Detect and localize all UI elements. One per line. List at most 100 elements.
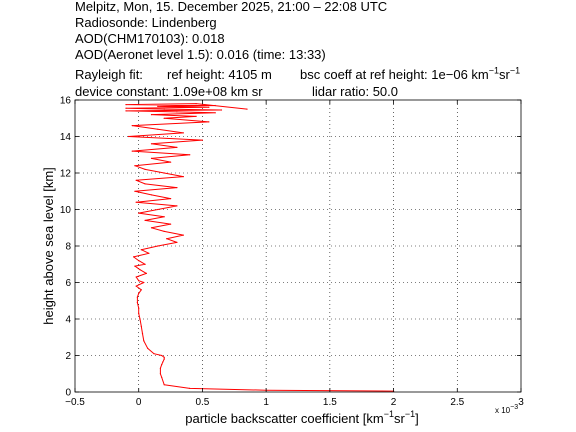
profile-point xyxy=(189,387,191,389)
profile-point xyxy=(159,367,161,369)
profile-point xyxy=(157,208,159,211)
bsc-unit-exp2: −1 xyxy=(509,65,521,76)
header-line-4: AOD(Aeronet level 1.5): 0.016 (time: 13:… xyxy=(75,47,326,62)
bsc-unit-exp1: −1 xyxy=(488,65,500,76)
x-tick-label: 2.5 xyxy=(450,397,464,408)
plot-area xyxy=(125,103,395,392)
profile-point xyxy=(214,104,216,107)
profile-point xyxy=(138,212,140,214)
profile-point xyxy=(138,292,140,294)
profile-point xyxy=(195,103,197,105)
y-tick-label: 10 xyxy=(60,205,72,216)
profile-point xyxy=(189,154,191,156)
profile-point xyxy=(176,111,178,113)
profile-point xyxy=(134,165,136,167)
x-tick-label: 2 xyxy=(391,397,397,408)
profile-point xyxy=(141,333,144,335)
profile-point xyxy=(136,296,138,298)
profile-point xyxy=(139,269,141,271)
profile-point xyxy=(136,302,138,304)
profile-point xyxy=(182,234,184,236)
x-tick-label: 3 xyxy=(518,397,524,408)
x-tick-label: 0.5 xyxy=(195,397,209,408)
y-tick-label: 8 xyxy=(65,242,71,253)
x-axis-label-sr: sr xyxy=(394,411,406,426)
profile-point xyxy=(125,107,127,109)
profile-point xyxy=(135,179,137,181)
x-axis-label-main: particle backscatter coefficient [km xyxy=(185,411,383,426)
profile-point xyxy=(214,112,216,114)
profile-point xyxy=(157,105,159,107)
profile-point xyxy=(208,106,210,108)
profile-point xyxy=(163,117,165,119)
x-tick-label: 1 xyxy=(263,397,269,408)
profile-point xyxy=(138,312,140,315)
x-axis-label-close: ] xyxy=(415,411,419,426)
profile-point xyxy=(143,281,145,284)
profile-point xyxy=(166,238,168,240)
profile-point xyxy=(138,260,140,262)
profile-point xyxy=(195,115,197,117)
profile-point xyxy=(150,227,153,229)
x-tick-label: −0.5 xyxy=(65,397,85,408)
profile-point xyxy=(138,307,140,309)
profile-point xyxy=(127,135,130,138)
ref-height: ref height: 4105 m xyxy=(167,67,272,82)
axes xyxy=(74,99,522,393)
x-tick-label: 0 xyxy=(136,397,142,408)
bsc-coeff: bsc coeff at ref height: 1e−06 km−1sr−1 xyxy=(300,65,521,82)
bsc-unit-sr: sr xyxy=(499,67,510,82)
profile-point xyxy=(144,263,146,265)
profile-point xyxy=(150,143,153,145)
header-line-1: Melpitz, Mon, 15. December 2025, 21:00 –… xyxy=(75,0,388,14)
profile-point xyxy=(163,172,165,174)
y-tick-label: 6 xyxy=(65,278,71,289)
profile-point xyxy=(163,358,165,360)
profile-point xyxy=(145,272,147,274)
lidar-ratio: lidar ratio: 50.0 xyxy=(312,84,398,99)
profile-point xyxy=(153,353,155,355)
profile-point xyxy=(208,121,210,123)
y-axis-label: height above sea level [km] xyxy=(41,167,56,325)
y-tick-label: 14 xyxy=(60,132,72,143)
profile-point xyxy=(176,146,178,148)
x-axis-label-exp1: −1 xyxy=(384,409,394,419)
profile-point xyxy=(150,157,153,159)
profile-point xyxy=(140,289,142,291)
profile-point xyxy=(176,205,178,207)
profile-point xyxy=(170,161,172,163)
grid-lines xyxy=(75,100,521,392)
profile-point xyxy=(125,104,127,106)
profile-point xyxy=(140,325,142,327)
profile-point xyxy=(150,114,153,116)
profile-point xyxy=(163,230,165,232)
profile-point xyxy=(182,132,184,134)
profile-point xyxy=(176,241,178,243)
profile-point xyxy=(163,356,165,358)
profile-point xyxy=(148,252,150,254)
profile-point xyxy=(161,354,163,357)
profile-point xyxy=(201,139,203,141)
profile-point xyxy=(161,364,163,366)
profile-point xyxy=(150,194,153,196)
profile-point xyxy=(144,219,146,221)
rayleigh-label: Rayleigh fit: xyxy=(75,67,143,82)
y-tick-label: 16 xyxy=(60,96,72,107)
profile-point xyxy=(135,201,137,203)
profile-point xyxy=(246,108,248,110)
profile-point xyxy=(140,249,142,251)
profile-point xyxy=(133,256,135,258)
profile-point xyxy=(144,168,146,170)
profile-point xyxy=(138,280,140,282)
profile-point xyxy=(163,216,165,218)
profile-point xyxy=(220,109,223,111)
profile-point xyxy=(135,285,137,287)
plot-frame xyxy=(74,99,522,393)
profile-point xyxy=(144,183,146,185)
profile-point xyxy=(161,376,163,378)
x-multiplier: x 10−3 xyxy=(495,404,518,415)
header-line-2: Radiosonde: Lindenberg xyxy=(75,15,217,30)
profile-point xyxy=(157,245,159,247)
